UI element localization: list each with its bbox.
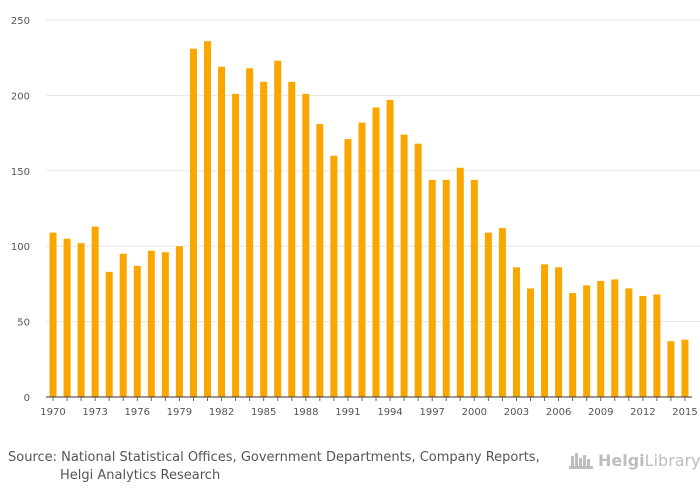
bookshelf-icon bbox=[569, 453, 593, 469]
source-note: Source: National Statistical Offices, Go… bbox=[8, 449, 540, 485]
bar-1993 bbox=[372, 107, 380, 398]
bar-2001 bbox=[484, 232, 492, 397]
bar-1984 bbox=[246, 68, 254, 397]
bar-1982 bbox=[218, 66, 226, 397]
source-line-1: Source: National Statistical Offices, Go… bbox=[8, 450, 540, 465]
bar-2010 bbox=[611, 279, 619, 397]
x-tick-label: 1985 bbox=[251, 407, 276, 418]
logo-text-helgi: Helgi bbox=[598, 450, 645, 470]
y-tick-label: 0 bbox=[24, 393, 30, 404]
bar-1970 bbox=[49, 232, 57, 397]
bar-1999 bbox=[456, 167, 464, 397]
bar-chart: 1970 1973 1976 1979 1982 1985 1988 1991 1994 1997… bbox=[11, 16, 700, 418]
bar-2013 bbox=[653, 294, 661, 397]
x-tick-label: 1973 bbox=[82, 407, 107, 418]
bar-1990 bbox=[330, 155, 338, 397]
x-tick-label: 1997 bbox=[419, 407, 444, 418]
x-tick-label: 2003 bbox=[504, 407, 529, 418]
y-axis: 0 50 100 150 200 250 bbox=[11, 16, 30, 404]
x-tick-label: 1991 bbox=[335, 407, 360, 418]
bar-2011 bbox=[625, 288, 633, 397]
bar-1979 bbox=[175, 246, 183, 397]
bar-2005 bbox=[541, 264, 549, 397]
bar-1991 bbox=[344, 139, 352, 397]
y-tick-label: 200 bbox=[11, 91, 30, 102]
bar-1997 bbox=[428, 179, 436, 397]
y-tick-label: 250 bbox=[11, 16, 30, 27]
bar-1977 bbox=[147, 250, 155, 397]
bar-1994 bbox=[386, 99, 394, 398]
bar-1975 bbox=[119, 253, 127, 397]
bar-1996 bbox=[414, 143, 422, 397]
x-tick-label: 1970 bbox=[40, 407, 65, 418]
bars-group bbox=[49, 41, 689, 398]
x-tick-label: 1979 bbox=[167, 407, 192, 418]
bar-1981 bbox=[204, 41, 211, 398]
bar-1988 bbox=[302, 93, 310, 397]
logo-text-library: Library. bbox=[644, 450, 700, 470]
x-tick-label: 2009 bbox=[588, 407, 613, 418]
helgi-library-logo: Helgi Library. bbox=[568, 449, 700, 471]
bar-1976 bbox=[133, 265, 141, 397]
bar-2009 bbox=[597, 280, 605, 397]
y-tick-label: 50 bbox=[17, 318, 30, 329]
y-tick-label: 150 bbox=[11, 167, 30, 178]
x-tick-label: 1976 bbox=[125, 407, 150, 418]
bar-2003 bbox=[512, 267, 520, 397]
bar-2008 bbox=[583, 285, 591, 397]
bar-1978 bbox=[161, 252, 169, 397]
x-tick-label: 1982 bbox=[209, 407, 234, 418]
x-tick-label: 2000 bbox=[462, 407, 487, 418]
bar-2014 bbox=[667, 341, 675, 397]
bar-2004 bbox=[527, 288, 534, 397]
bar-1995 bbox=[400, 134, 408, 398]
bar-1974 bbox=[105, 271, 113, 397]
bar-1980 bbox=[189, 48, 197, 398]
source-line-2: Helgi Analytics Research bbox=[60, 468, 221, 483]
bar-1986 bbox=[274, 60, 282, 397]
bar-2007 bbox=[569, 292, 577, 397]
x-tick-label: 1988 bbox=[293, 407, 318, 418]
bar-1989 bbox=[316, 124, 324, 398]
bar-1971 bbox=[63, 238, 71, 397]
bar-1998 bbox=[442, 179, 450, 397]
bar-1985 bbox=[260, 81, 268, 397]
x-tick-label: 1994 bbox=[377, 407, 402, 418]
y-tick-label: 100 bbox=[11, 242, 30, 253]
bar-2002 bbox=[498, 228, 506, 397]
bar-1983 bbox=[232, 93, 240, 397]
x-tick-label: 2006 bbox=[546, 407, 571, 418]
bar-1972 bbox=[77, 243, 85, 397]
bar-1973 bbox=[91, 226, 99, 397]
bar-2000 bbox=[470, 179, 478, 397]
x-tick-label: 2012 bbox=[630, 407, 655, 418]
x-axis: 1970 1973 1976 1979 1982 1985 1988 1991 1994 1997… bbox=[40, 396, 698, 418]
x-tick-label: 2015 bbox=[672, 407, 697, 418]
bar-2015 bbox=[681, 339, 689, 397]
bar-2012 bbox=[639, 295, 647, 397]
bar-1992 bbox=[358, 122, 366, 397]
bar-2006 bbox=[555, 267, 563, 397]
bar-1987 bbox=[288, 81, 296, 397]
